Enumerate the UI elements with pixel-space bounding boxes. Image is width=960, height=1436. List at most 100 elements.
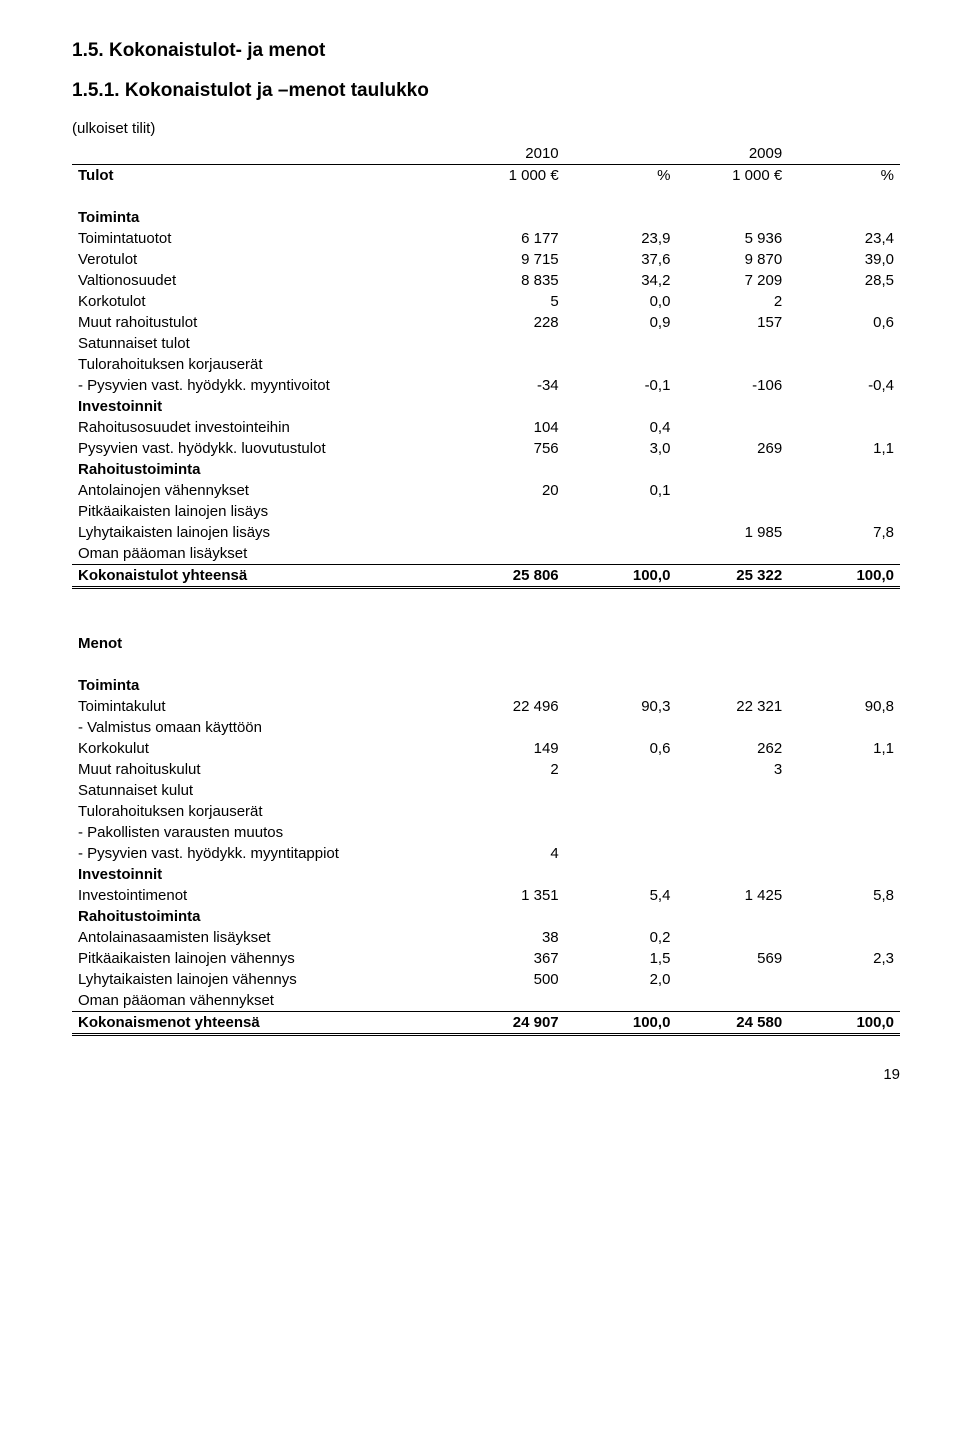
col-header: 1 000 € xyxy=(676,165,788,187)
table-row: - Valmistus omaan käyttöön xyxy=(72,717,900,738)
cell: 0,6 xyxy=(788,312,900,333)
section-investoinnit: Investoinnit xyxy=(72,864,900,885)
cell: 100,0 xyxy=(788,565,900,588)
cell: 90,8 xyxy=(788,696,900,717)
cell: 25 806 xyxy=(453,565,565,588)
row-label: Lyhytaikaisten lainojen lisäys xyxy=(72,522,453,543)
table-row: - Pysyvien vast. hyödykk. myyntitappiot4 xyxy=(72,843,900,864)
cell: -34 xyxy=(453,375,565,396)
section-label: Investoinnit xyxy=(72,864,453,885)
table-row: Oman pääoman lisäykset xyxy=(72,543,900,565)
cell: -0,1 xyxy=(565,375,677,396)
cell: 24 580 xyxy=(676,1012,788,1035)
table-row: Muut rahoituskulut23 xyxy=(72,759,900,780)
table-row: Pysyvien vast. hyödykk. luovutustulot756… xyxy=(72,438,900,459)
table-row: Tulorahoituksen korjauserät xyxy=(72,354,900,375)
cell: 157 xyxy=(676,312,788,333)
table-row: Lyhytaikaisten lainojen lisäys 1 9857,8 xyxy=(72,522,900,543)
cell: 7 209 xyxy=(676,270,788,291)
table-row: Korkokulut1490,62621,1 xyxy=(72,738,900,759)
table-row: Valtionosuudet8 83534,27 20928,5 xyxy=(72,270,900,291)
cell: 100,0 xyxy=(565,1012,677,1035)
row-label: - Pakollisten varausten muutos xyxy=(72,822,453,843)
row-label: Toimintatuotot xyxy=(72,228,453,249)
cell: 1 985 xyxy=(676,522,788,543)
tulot-label: Tulot xyxy=(72,165,453,187)
cell: 22 321 xyxy=(676,696,788,717)
row-label: Antolainojen vähennykset xyxy=(72,480,453,501)
row-label: Oman pääoman vähennykset xyxy=(72,990,453,1012)
cell: -106 xyxy=(676,375,788,396)
total-label: Kokonaismenot yhteensä xyxy=(72,1012,453,1035)
cell: 34,2 xyxy=(565,270,677,291)
cell: 569 xyxy=(676,948,788,969)
menot-table: Menot Toiminta Toimintakulut22 49690,322… xyxy=(72,633,900,1036)
table-row: Rahoitusosuudet investointeihin1040,4 xyxy=(72,417,900,438)
cell: 367 xyxy=(453,948,565,969)
row-label: Muut rahoituskulut xyxy=(72,759,453,780)
section-rahoitus: Rahoitustoiminta xyxy=(72,459,900,480)
table-row: Antolainasaamisten lisäykset380,2 xyxy=(72,927,900,948)
section-label: Rahoitustoiminta xyxy=(72,459,453,480)
cell: 104 xyxy=(453,417,565,438)
cell: -0,4 xyxy=(788,375,900,396)
cell: 25 322 xyxy=(676,565,788,588)
year-row: 2010 2009 xyxy=(72,143,900,165)
row-label: Toimintakulut xyxy=(72,696,453,717)
cell: 500 xyxy=(453,969,565,990)
row-label: Antolainasaamisten lisäykset xyxy=(72,927,453,948)
row-label: Investointimenot xyxy=(72,885,453,906)
cell: 7,8 xyxy=(788,522,900,543)
section-label: Toiminta xyxy=(72,207,453,228)
cell: 5,4 xyxy=(565,885,677,906)
table-row: - Pysyvien vast. hyödykk. myyntivoitot-3… xyxy=(72,375,900,396)
cell: 100,0 xyxy=(565,565,677,588)
cell: 9 870 xyxy=(676,249,788,270)
cell: 1,1 xyxy=(788,438,900,459)
page-number: 19 xyxy=(72,1066,900,1083)
cell: 37,6 xyxy=(565,249,677,270)
header-row: Tulot 1 000 € % 1 000 € % xyxy=(72,165,900,187)
row-label: Muut rahoitustulot xyxy=(72,312,453,333)
cell: 1,1 xyxy=(788,738,900,759)
cell: 2 xyxy=(453,759,565,780)
cell: 2,3 xyxy=(788,948,900,969)
section-toiminta: Toiminta xyxy=(72,207,900,228)
cell: 38 xyxy=(453,927,565,948)
table-row: Verotulot9 71537,69 87039,0 xyxy=(72,249,900,270)
table-row: Lyhytaikaisten lainojen vähennys5002,0 xyxy=(72,969,900,990)
section-label: Toiminta xyxy=(72,675,453,696)
cell xyxy=(788,291,900,312)
table-row: Antolainojen vähennykset200,1 xyxy=(72,480,900,501)
table-row: Investointimenot1 3515,41 4255,8 xyxy=(72,885,900,906)
cell: 6 177 xyxy=(453,228,565,249)
row-label: Oman pääoman lisäykset xyxy=(72,543,453,565)
cell: 2 xyxy=(676,291,788,312)
menot-heading: Menot xyxy=(72,633,453,654)
row-label: Pysyvien vast. hyödykk. luovutustulot xyxy=(72,438,453,459)
table-row: - Pakollisten varausten muutos xyxy=(72,822,900,843)
col-header: 1 000 € xyxy=(453,165,565,187)
cell: 262 xyxy=(676,738,788,759)
section-label: Investoinnit xyxy=(72,396,453,417)
col-header: % xyxy=(788,165,900,187)
table-row: Toimintakulut22 49690,322 32190,8 xyxy=(72,696,900,717)
blank-row xyxy=(72,654,900,675)
cell: 228 xyxy=(453,312,565,333)
cell: 5 936 xyxy=(676,228,788,249)
total-row: Kokonaismenot yhteensä 24 907 100,0 24 5… xyxy=(72,1012,900,1035)
table-row: Satunnaiset tulot xyxy=(72,333,900,354)
table-row: Tulorahoituksen korjauserät xyxy=(72,801,900,822)
row-label: - Valmistus omaan käyttöön xyxy=(72,717,453,738)
cell: 0,0 xyxy=(565,291,677,312)
heading-main: 1.5. Kokonaistulot- ja menot xyxy=(72,40,900,62)
cell: 20 xyxy=(453,480,565,501)
cell: 100,0 xyxy=(788,1012,900,1035)
row-label: Pitkäaikaisten lainojen vähennys xyxy=(72,948,453,969)
blank-row xyxy=(72,186,900,207)
cell: 39,0 xyxy=(788,249,900,270)
row-label: Satunnaiset kulut xyxy=(72,780,453,801)
cell: 269 xyxy=(676,438,788,459)
cell: 3,0 xyxy=(565,438,677,459)
menot-heading-row: Menot xyxy=(72,633,900,654)
